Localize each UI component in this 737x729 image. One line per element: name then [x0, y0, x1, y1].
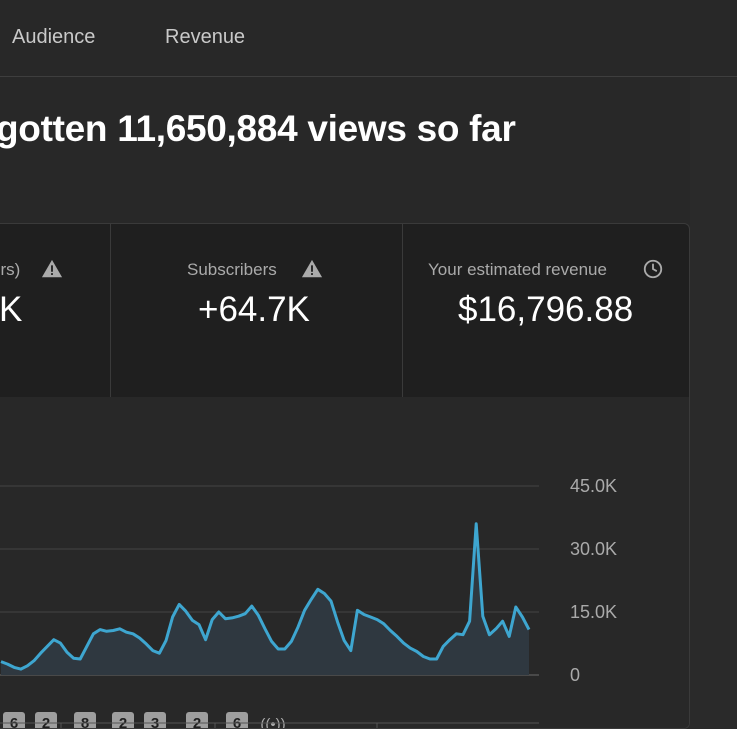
metric-subscribers[interactable]: Subscribers +64.7K	[111, 224, 403, 397]
svg-text:6: 6	[10, 715, 18, 729]
tab-revenue[interactable]: Revenue	[165, 26, 246, 48]
metric-watch-time[interactable]: urs) K	[0, 224, 111, 397]
svg-text:2: 2	[193, 715, 201, 729]
svg-text:3: 3	[151, 715, 159, 729]
metric-watch-time-label: urs)	[0, 260, 21, 279]
y-tick-label: 30.0K	[570, 539, 617, 559]
video-marker[interactable]: 6	[226, 712, 248, 729]
metric-revenue-value: $16,796.88	[458, 290, 634, 329]
metric-watch-time-value: K	[0, 290, 23, 329]
views-series-line	[0, 522, 531, 671]
warning-icon	[41, 259, 63, 278]
video-marker[interactable]: 6	[3, 712, 25, 729]
video-marker[interactable]: 2	[35, 712, 57, 729]
video-marker[interactable]: 2	[112, 712, 134, 729]
live-stream-marker-icon[interactable]: ((•))	[260, 716, 285, 729]
svg-text:2: 2	[119, 715, 127, 729]
metric-subscribers-value: +64.7K	[198, 290, 310, 329]
clock-icon	[643, 259, 663, 279]
views-chart-svg: 45.0K 30.0K 15.0K 0 6 2 8 2 3 2 6 ((•))	[0, 476, 617, 729]
metric-revenue-label: Your estimated revenue	[428, 260, 607, 279]
views-headline: gotten 11,650,884 views so far	[0, 108, 516, 149]
metric-revenue[interactable]: Your estimated revenue $16,796.88	[403, 224, 689, 397]
video-marker[interactable]: 8	[74, 712, 96, 729]
video-marker[interactable]: 2	[186, 712, 208, 729]
svg-text:2: 2	[42, 715, 50, 729]
views-area-fill	[1, 523, 529, 675]
analytics-tabs: Audience Revenue	[0, 0, 737, 77]
y-tick-label: 15.0K	[570, 602, 617, 622]
metric-subscribers-label: Subscribers	[187, 260, 277, 279]
views-chart[interactable]: 45.0K 30.0K 15.0K 0 6 2 8 2 3 2 6 ((•))	[0, 397, 689, 729]
svg-text:6: 6	[233, 715, 241, 729]
y-tick-label: 45.0K	[570, 476, 617, 496]
tab-audience[interactable]: Audience	[12, 26, 96, 48]
y-tick-label: 0	[570, 665, 580, 685]
overview-card: urs) K Subscribers +64.7K Your estimated…	[0, 223, 690, 729]
video-marker[interactable]: 3	[144, 712, 166, 729]
svg-text:8: 8	[81, 715, 89, 729]
right-panel-edge	[690, 78, 737, 729]
warning-icon	[301, 259, 323, 278]
